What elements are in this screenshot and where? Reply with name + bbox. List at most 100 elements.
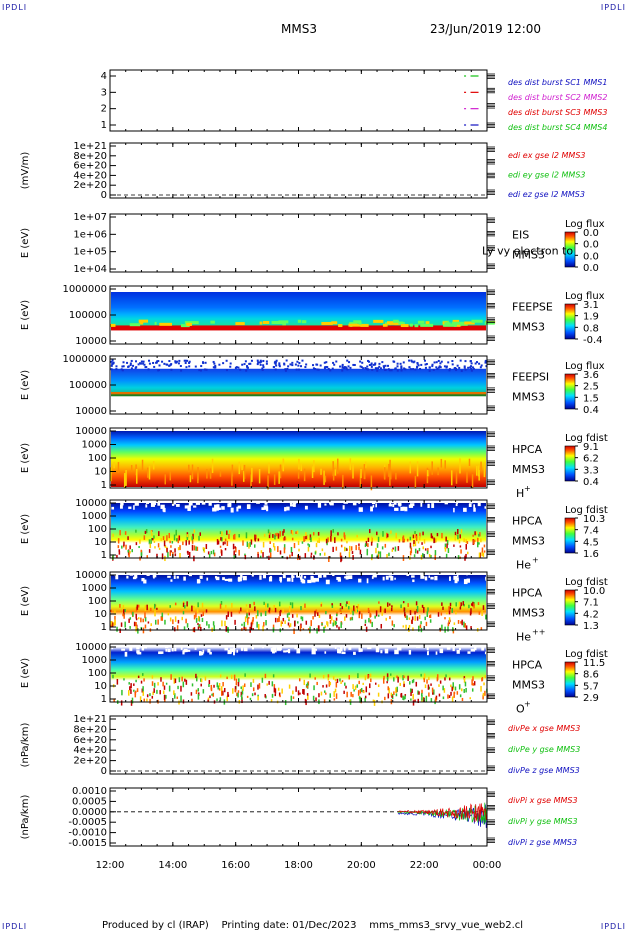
spectrogram-gap — [111, 506, 115, 510]
spectrogram-feepsi — [111, 368, 486, 393]
spectrogram-streak — [352, 463, 354, 479]
spectrogram-speck — [169, 550, 172, 556]
spectrogram-gap — [426, 651, 429, 656]
spectrogram-gap — [434, 575, 438, 581]
spectrogram-speck — [191, 544, 194, 551]
species-label: H — [516, 487, 524, 500]
spectrogram-speck — [449, 602, 452, 607]
colorbar — [564, 517, 576, 554]
spectrogram-speck — [391, 620, 394, 626]
spectrogram-gap — [187, 505, 191, 508]
spectrogram-speck — [260, 612, 262, 617]
spectrogram-streak — [480, 461, 482, 471]
spectrogram-speck — [148, 362, 151, 365]
spectrogram-streak — [320, 468, 322, 475]
spectrogram-speck — [140, 360, 143, 363]
spectrogram-speck — [184, 678, 186, 682]
spectrogram-speck — [121, 545, 123, 549]
spectrogram-speck — [404, 612, 406, 617]
spectrogram-speck — [434, 697, 437, 702]
spectrogram-patch — [321, 321, 333, 325]
spectrogram-speck — [265, 362, 268, 365]
spectrogram-speck — [158, 531, 160, 537]
spectrogram-gap — [238, 576, 241, 582]
spectrogram-speck — [260, 360, 263, 363]
spectrogram-speck — [299, 692, 301, 695]
spectrogram-speck — [400, 369, 403, 372]
spectrogram-speck — [428, 692, 430, 697]
spectrogram-speck — [237, 366, 240, 369]
spectrogram-speck — [442, 606, 444, 610]
spectrogram-speck — [196, 546, 199, 551]
spectrogram-speck — [262, 359, 265, 362]
spectrogram-speck — [166, 548, 168, 553]
spectrogram-speck — [173, 677, 176, 684]
spectrogram-streak — [258, 469, 261, 484]
spectrogram-speck — [261, 677, 264, 683]
spectrogram-streak — [242, 470, 245, 482]
spectrogram-speck — [271, 693, 274, 698]
spectrogram-speck — [390, 369, 393, 372]
spectrogram-speck — [177, 362, 180, 365]
spectrogram-speck — [192, 533, 194, 540]
spectrogram-speck — [257, 551, 259, 556]
spectrogram-speck — [424, 548, 427, 551]
spectrogram-gap — [246, 504, 251, 509]
spectrogram-speck — [152, 691, 154, 696]
spectrogram-speck — [235, 547, 237, 553]
spectrogram-speck — [272, 534, 274, 538]
spectrogram-speck — [444, 677, 446, 681]
spectrogram-speck — [241, 697, 243, 704]
spectrogram-speck — [371, 621, 373, 628]
spectrogram-speck — [153, 540, 156, 543]
spectrogram-speck — [456, 364, 459, 367]
spectrogram-speck — [444, 546, 446, 550]
spectrogram-gap — [259, 575, 262, 580]
spectrogram-speck — [333, 691, 335, 697]
spectrogram-gap — [361, 648, 363, 652]
spectrogram-speck — [366, 365, 369, 368]
spectrogram-patch — [409, 323, 413, 327]
spectrogram-speck — [162, 536, 165, 541]
spectrogram-speck — [367, 543, 369, 548]
spectrogram-speck — [278, 692, 281, 697]
spectrogram-speck — [181, 676, 183, 682]
spectrogram-speck — [432, 368, 435, 371]
spectrogram-speck — [248, 362, 251, 365]
spectrogram-speck — [317, 531, 320, 536]
spectrogram-speck — [460, 688, 463, 692]
spectrogram-speck — [335, 693, 338, 699]
spectrogram-speck — [325, 684, 328, 688]
spectrogram-speck — [116, 626, 118, 632]
spectrogram-speck — [184, 605, 186, 609]
spectrogram-gap — [339, 646, 343, 652]
spectrogram-gap — [119, 504, 123, 509]
spectrogram-speck — [362, 682, 364, 685]
spectrogram-speck — [402, 361, 405, 364]
colorbar-tick-label: 5.7 — [583, 681, 599, 692]
spectrogram-speck — [253, 601, 255, 606]
spectrogram-speck — [257, 610, 259, 617]
spectrogram-speck — [312, 532, 315, 536]
series-legend: des dist burst SC2 MMS2 — [508, 93, 607, 102]
species-label: O — [516, 702, 525, 715]
spectrogram-speck — [163, 694, 166, 701]
spectrogram-patch — [373, 319, 384, 323]
spectrogram-speck — [483, 550, 486, 553]
spectrogram-gap — [353, 651, 356, 655]
spectrogram-speck — [356, 606, 358, 609]
spectrogram-speck — [445, 366, 448, 369]
spectrogram-speck — [325, 361, 328, 364]
spectrogram-speck — [395, 687, 397, 694]
spectrogram-speck — [232, 534, 235, 540]
spectrogram-speck — [443, 688, 446, 693]
spectrogram-speck — [144, 530, 147, 534]
spectrogram-gap — [453, 507, 455, 513]
spectrogram-speck — [293, 628, 295, 634]
spectrogram-speck — [118, 550, 121, 555]
spectrogram-speck — [130, 367, 133, 370]
spectrogram-speck — [296, 360, 299, 363]
spectrogram-speck — [348, 551, 351, 558]
spectrogram-speck — [336, 624, 338, 628]
spectrogram-speck — [377, 367, 380, 370]
